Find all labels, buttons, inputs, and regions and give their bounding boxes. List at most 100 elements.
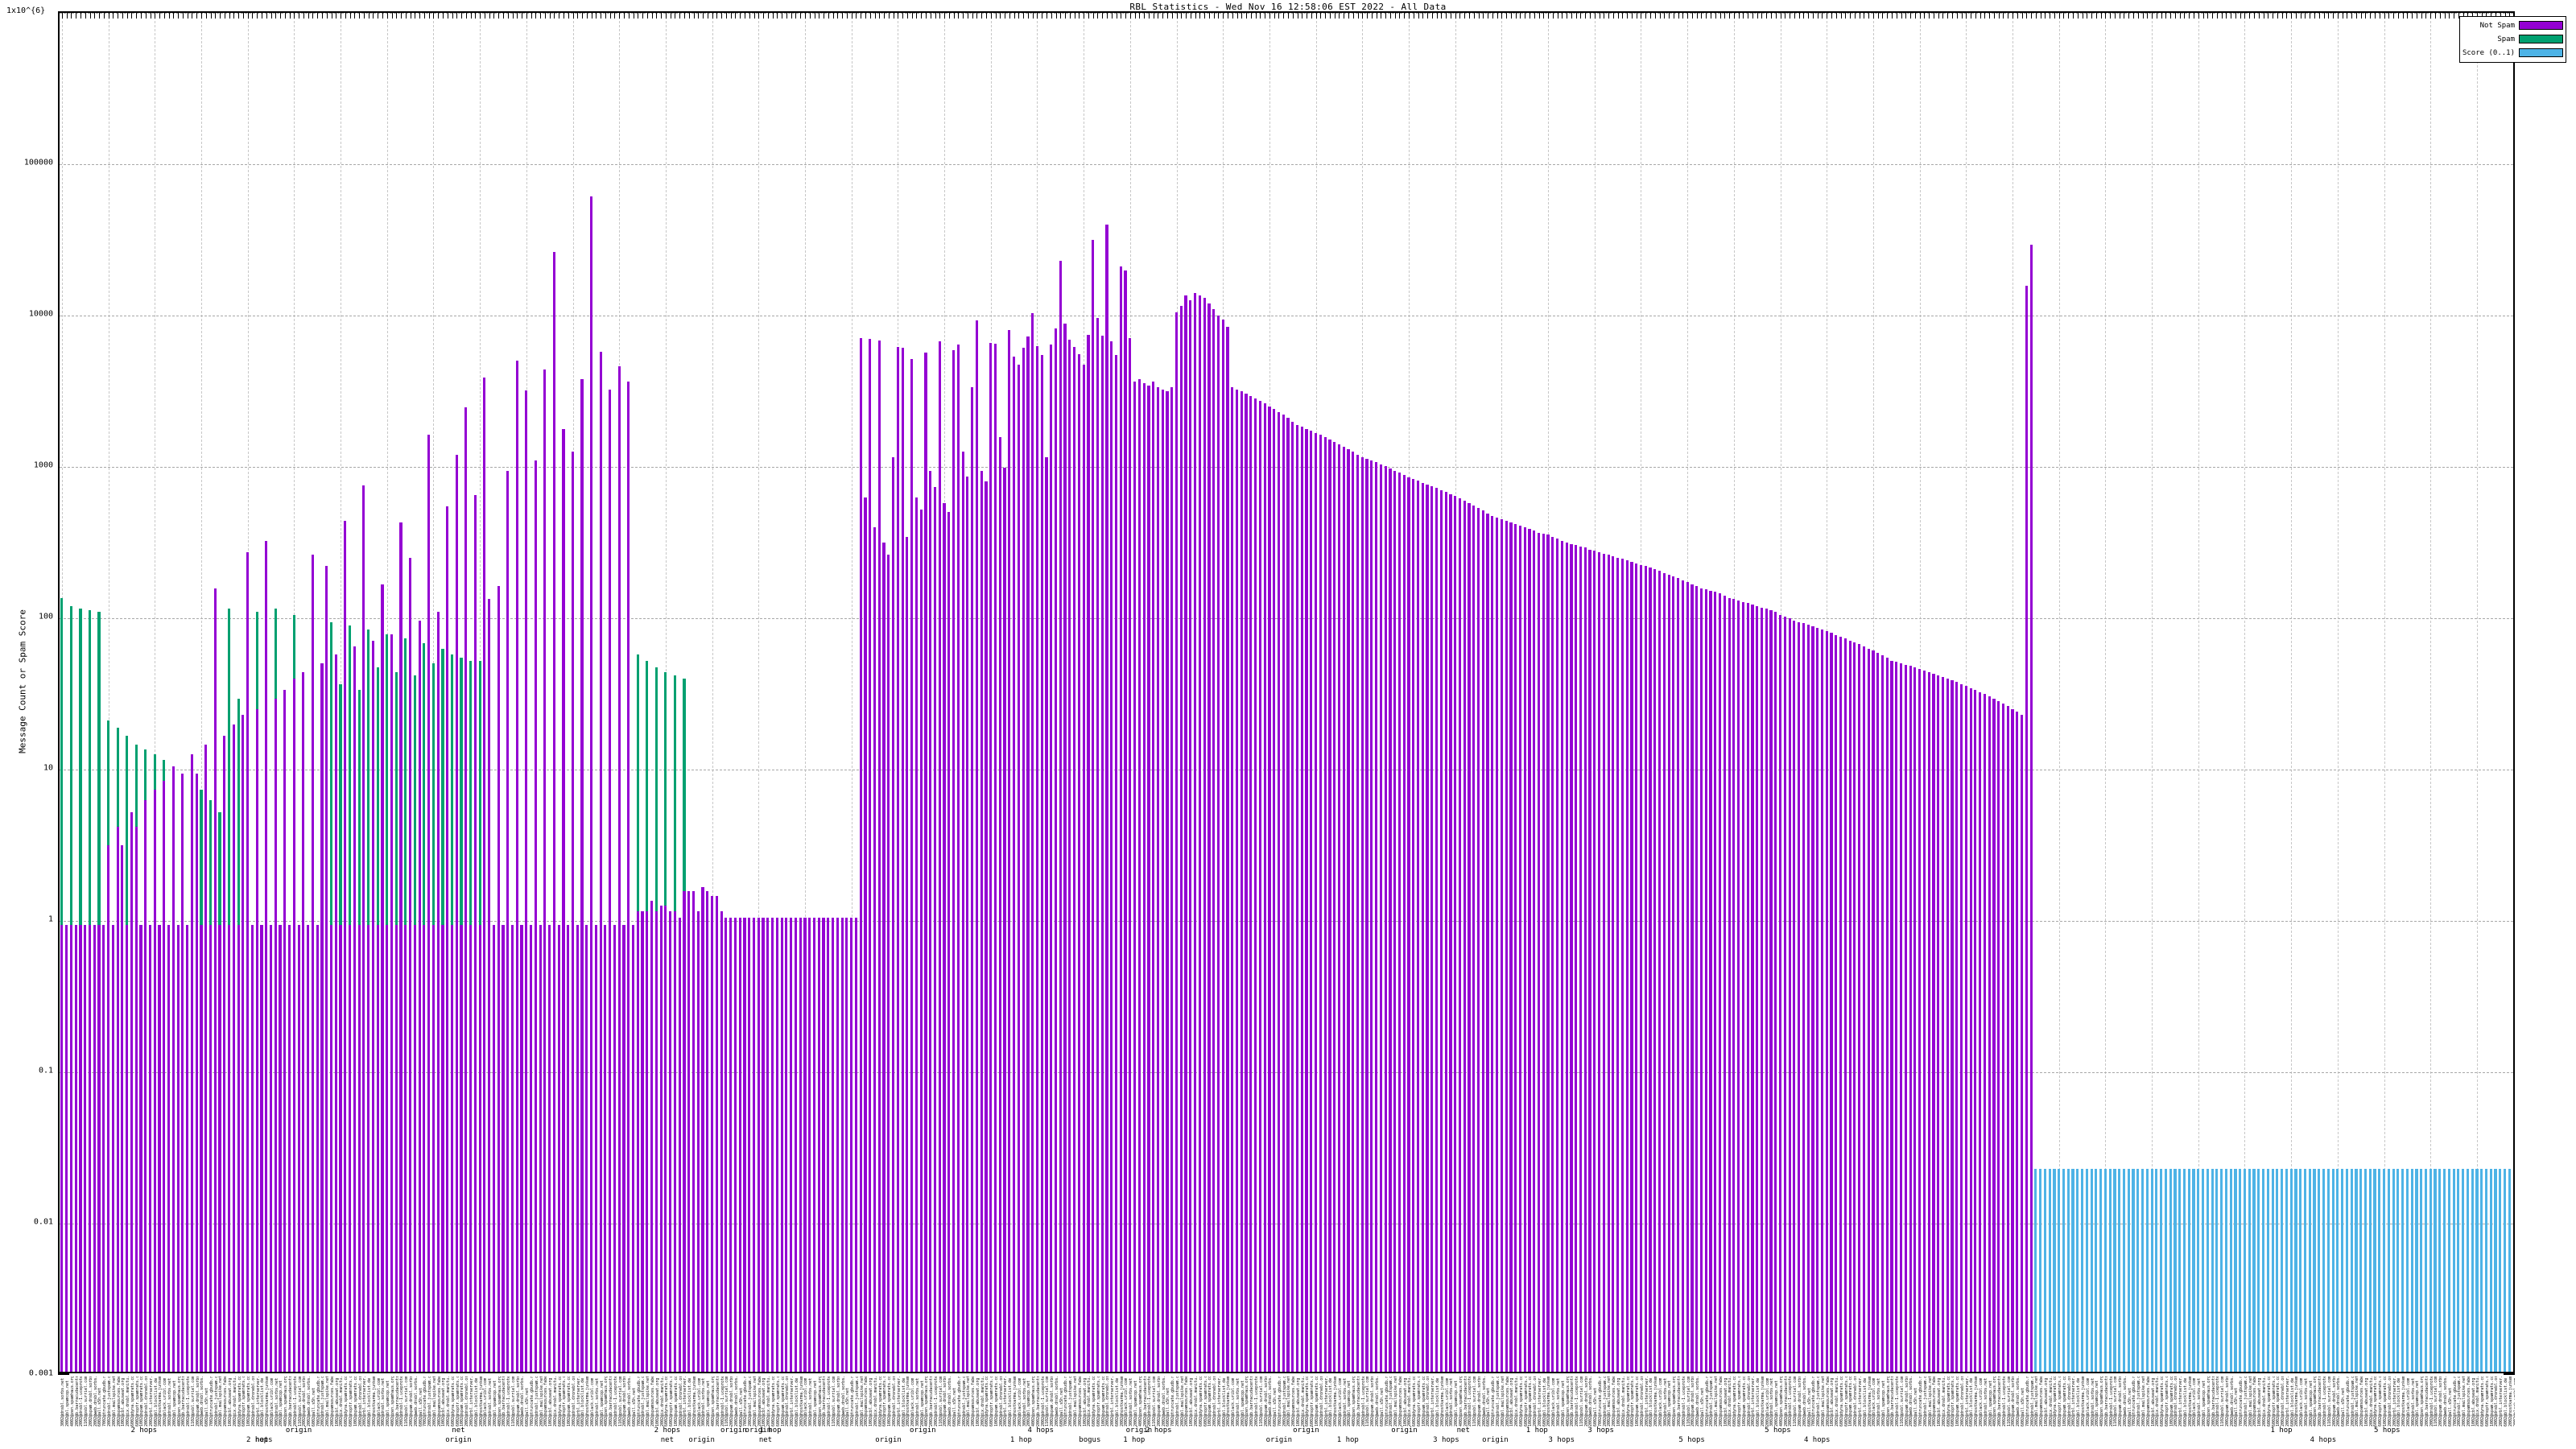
x-axis-tick-top bbox=[2207, 13, 2209, 19]
x-axis-tick-top bbox=[1394, 13, 1396, 19]
x-axis-group-label: 4 hops bbox=[1027, 1426, 1055, 1435]
y-axis-tick-label: 100000 bbox=[23, 158, 53, 167]
bar-score bbox=[2248, 1168, 2251, 1372]
x-axis-tick-top bbox=[2189, 13, 2190, 19]
x-axis-tick-top bbox=[1195, 13, 1196, 19]
bar-not-spam bbox=[1732, 598, 1736, 1372]
x-axis-tick-top bbox=[1733, 13, 1735, 19]
bar-not-spam bbox=[1699, 588, 1703, 1372]
bar-not-spam bbox=[771, 918, 774, 1372]
x-axis-group-label: origin bbox=[1482, 1436, 1509, 1444]
chart-title: RBL Statistics - Wed Nov 16 12:58:06 EST… bbox=[1129, 2, 1447, 12]
bar-not-spam bbox=[163, 781, 166, 1372]
bar-not-spam bbox=[590, 196, 593, 1372]
bar-score bbox=[2113, 1168, 2116, 1372]
x-axis-tick-top bbox=[317, 13, 319, 19]
bar-not-spam bbox=[1426, 484, 1429, 1372]
x-axis-tick-top bbox=[703, 13, 704, 19]
bar-score bbox=[2085, 1168, 2088, 1372]
x-axis-tick-top bbox=[623, 13, 625, 19]
bar-not-spam bbox=[525, 390, 528, 1372]
x-axis-tick-label: 2002@dnsbl.dronebl.org bbox=[2387, 1377, 2392, 1426]
x-axis-tick-top bbox=[270, 13, 272, 19]
x-axis-tick-label: 2002@dnsbl.justspam.org bbox=[534, 1377, 539, 1426]
x-axis-group-label: 3 hops bbox=[1548, 1436, 1575, 1444]
x-axis-tick-top bbox=[1552, 13, 1554, 19]
x-axis-tick-top bbox=[1771, 13, 1772, 19]
x-axis-tick-top bbox=[1102, 13, 1104, 19]
bar-not-spam bbox=[93, 924, 96, 1372]
bar-not-spam bbox=[1444, 492, 1447, 1372]
bar-not-spam bbox=[329, 924, 333, 1372]
x-axis-tick-top bbox=[846, 13, 848, 19]
x-axis-tick-top bbox=[1255, 13, 1257, 19]
x-axis-tick-top bbox=[1882, 13, 1884, 19]
bar-not-spam bbox=[1100, 336, 1104, 1372]
x-axis-tick-top bbox=[1144, 13, 1146, 19]
x-axis-tick-top bbox=[205, 13, 207, 19]
bar-not-spam bbox=[1282, 415, 1285, 1372]
x-axis-tick-top bbox=[2486, 13, 2487, 19]
bar-not-spam bbox=[1997, 700, 2000, 1372]
bar-not-spam bbox=[1129, 337, 1132, 1372]
bar-score bbox=[2058, 1168, 2061, 1372]
y-axis-label: Message Count or Spam Score bbox=[17, 609, 28, 753]
x-axis-tick-top bbox=[122, 13, 123, 19]
bar-not-spam bbox=[664, 906, 667, 1372]
x-axis-tick-top bbox=[238, 13, 240, 19]
x-axis-group-label: 1 hop bbox=[1525, 1426, 1548, 1435]
x-axis-tick-top bbox=[921, 13, 923, 19]
x-axis-tick-top bbox=[683, 13, 685, 19]
bar-not-spam bbox=[1746, 603, 1749, 1372]
x-axis-tick-top bbox=[1840, 13, 1842, 19]
x-axis-tick-top bbox=[749, 13, 750, 19]
bar-not-spam bbox=[492, 924, 496, 1372]
x-axis-tick-top bbox=[1037, 13, 1038, 19]
bar-not-spam bbox=[381, 584, 384, 1372]
x-axis-tick-top bbox=[981, 13, 983, 19]
x-axis-tick-top bbox=[391, 13, 393, 19]
bar-score bbox=[2355, 1168, 2358, 1372]
x-axis-tick-top bbox=[1473, 13, 1475, 19]
x-axis-tick-top bbox=[1571, 13, 1572, 19]
bar-not-spam bbox=[1203, 297, 1206, 1372]
x-axis-tick-top bbox=[1446, 13, 1447, 19]
x-axis-tick-top bbox=[1562, 13, 1563, 19]
bar-not-spam bbox=[585, 924, 588, 1372]
gridline-vertical bbox=[2198, 13, 2199, 1372]
bar-not-spam bbox=[1635, 563, 1638, 1372]
x-axis-tick-top bbox=[721, 13, 723, 19]
x-axis-tick-top bbox=[1914, 13, 1916, 19]
x-axis-tick-top bbox=[220, 13, 221, 19]
bar-not-spam bbox=[515, 360, 518, 1372]
bar-score bbox=[2132, 1168, 2135, 1372]
x-axis-tick-top bbox=[1715, 13, 1716, 19]
bar-not-spam bbox=[1458, 498, 1462, 1372]
x-axis-tick-top bbox=[2221, 13, 2223, 19]
x-axis-tick-top bbox=[1186, 13, 1187, 19]
bar-not-spam bbox=[292, 679, 295, 1372]
bar-not-spam bbox=[2006, 706, 2009, 1372]
x-axis-tick-top bbox=[1812, 13, 1814, 19]
x-axis-tick-top bbox=[512, 13, 514, 19]
bar-not-spam bbox=[919, 509, 923, 1372]
x-axis-tick-top bbox=[1929, 13, 1930, 19]
x-axis-tick-top bbox=[1013, 13, 1015, 19]
bar-not-spam bbox=[706, 890, 709, 1372]
bar-not-spam bbox=[696, 911, 700, 1372]
bar-not-spam bbox=[947, 511, 951, 1372]
bar-score bbox=[2499, 1168, 2502, 1372]
bar-not-spam bbox=[1389, 468, 1392, 1372]
bar-not-spam bbox=[641, 911, 644, 1372]
bar-not-spam bbox=[302, 671, 305, 1372]
bar-not-spam bbox=[362, 485, 365, 1372]
x-axis-tick-top bbox=[1459, 13, 1461, 19]
bar-not-spam bbox=[371, 640, 375, 1372]
bar-not-spam bbox=[711, 895, 714, 1372]
bar-not-spam bbox=[74, 924, 77, 1372]
bar-not-spam bbox=[1751, 604, 1754, 1372]
bar-not-spam bbox=[580, 379, 584, 1372]
y-axis-tick-right bbox=[2504, 1373, 2515, 1375]
bar-score bbox=[2039, 1168, 2042, 1372]
